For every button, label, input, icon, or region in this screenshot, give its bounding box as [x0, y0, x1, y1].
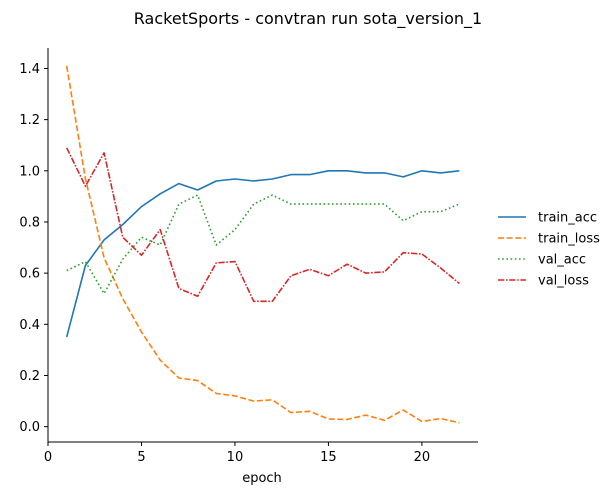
series-line-train-loss	[65, 65, 460, 424]
y-axis: 0.0 0.2 0.4 0.6 0.8 1.0 1.2 1.4	[19, 48, 49, 442]
y-tick-label: 0.2	[19, 369, 40, 384]
y-tick-label: 1.2	[19, 113, 40, 128]
legend-label-train-acc: train_acc	[538, 211, 597, 226]
x-tick-label: 5	[137, 450, 145, 465]
legend-label-val-loss: val_loss	[538, 274, 589, 289]
y-tick-label: 0.0	[19, 420, 40, 435]
x-axis-label: epoch	[242, 471, 282, 486]
x-tick-label: 20	[414, 450, 431, 465]
x-tick-label: 10	[227, 450, 244, 465]
x-tick-label: 15	[320, 450, 337, 465]
legend-label-train-loss: train_loss	[538, 232, 600, 247]
plot-area	[65, 65, 460, 424]
legend-label-val-acc: val_acc	[538, 253, 586, 268]
series-line-val-loss	[65, 147, 460, 303]
x-axis: 0 5 10 15 20	[44, 441, 478, 465]
legend: train_acc train_loss val_acc val_loss	[498, 211, 600, 289]
y-tick-label: 0.4	[19, 318, 40, 333]
x-tick-label: 0	[44, 450, 52, 465]
y-tick-label: 0.8	[19, 215, 40, 230]
chart-title: RacketSports - convtran run sota_version…	[134, 9, 482, 29]
series-line-val-acc	[66, 194, 460, 295]
y-tick-label: 0.6	[19, 267, 40, 282]
y-tick-label: 1.4	[19, 62, 40, 77]
series-line-train-acc	[65, 170, 460, 338]
y-tick-label: 1.0	[19, 164, 40, 179]
